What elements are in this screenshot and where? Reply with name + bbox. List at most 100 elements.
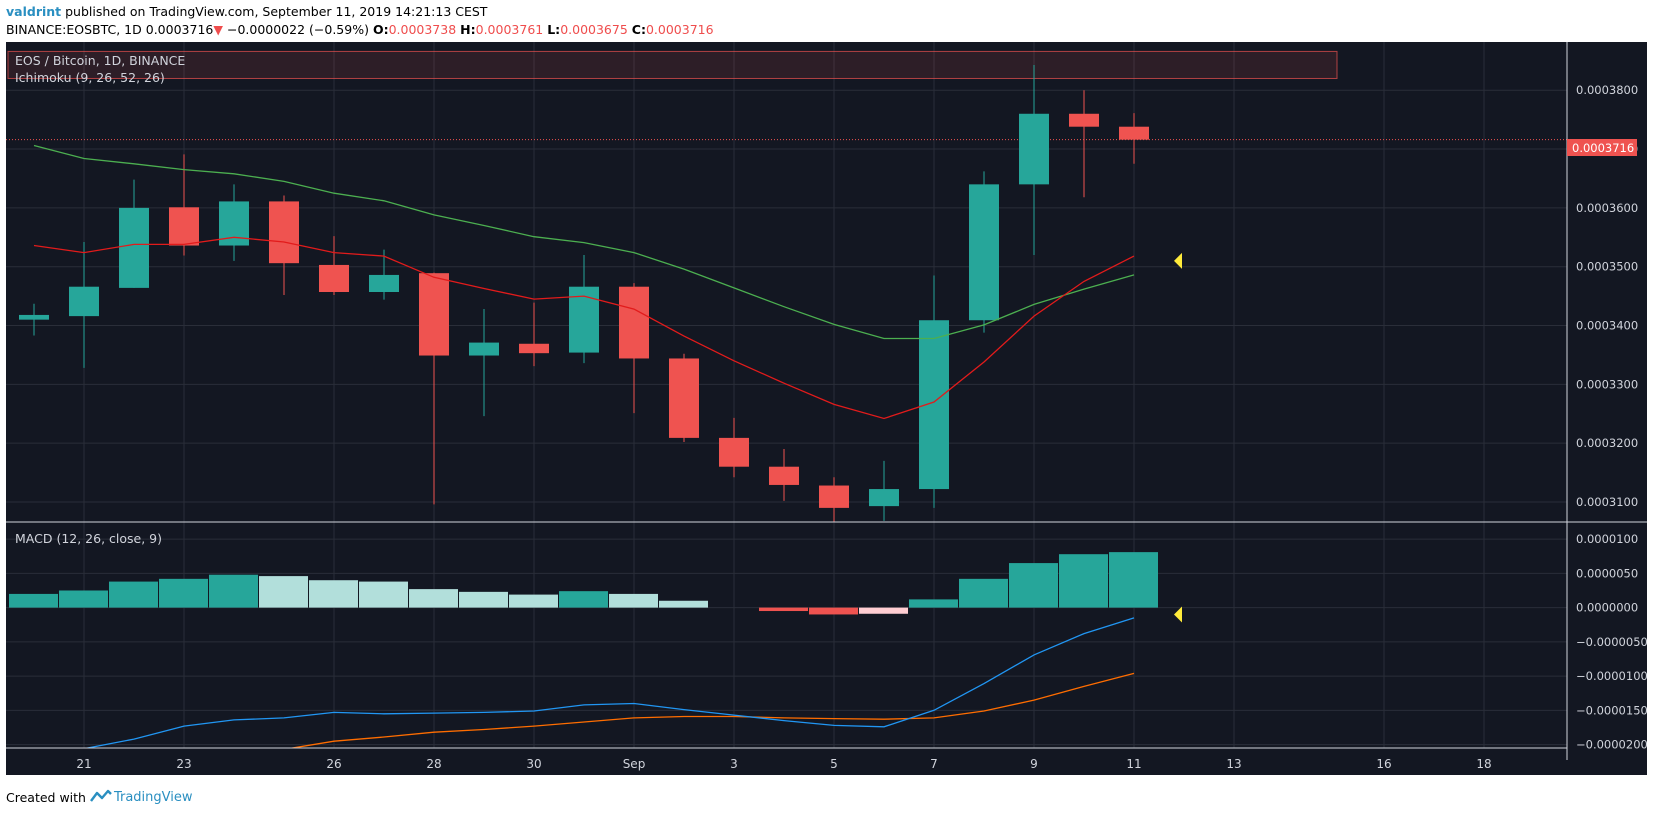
candle-body: [419, 273, 449, 356]
date-tick-label: 21: [76, 757, 91, 771]
macd-histogram-bar: [59, 590, 108, 608]
macd-histogram-bar: [209, 574, 258, 608]
macd-histogram-bar: [259, 576, 308, 608]
candle-body: [269, 201, 299, 264]
macd-tick-label: 0.0000050: [1576, 566, 1638, 580]
footer: Created with TradingView: [6, 787, 193, 807]
price-tick-label: 0.0003600: [1576, 201, 1638, 215]
date-tick-label: 23: [176, 757, 191, 771]
resistance-zone: [7, 50, 1338, 79]
current-price-label: 0.0003716: [1572, 141, 1634, 155]
candle-body: [869, 489, 899, 507]
tenkan-sen-line: [33, 236, 1135, 420]
author-link[interactable]: valdrint: [6, 4, 62, 19]
macd-histogram-bar: [509, 594, 558, 608]
date-tick-label: 30: [526, 757, 541, 771]
price-pane[interactable]: [6, 64, 1567, 522]
macd-histogram-bar: [309, 580, 358, 608]
candle-body: [1019, 113, 1049, 185]
candle-body: [519, 343, 549, 354]
price-tick-label: 0.0003100: [1576, 495, 1638, 509]
current-price-tag: 0.0003716: [1567, 139, 1637, 156]
macd-histogram-bar: [559, 591, 608, 608]
last-price: 0.0003716: [145, 22, 214, 37]
macd-histogram-bar: [359, 581, 408, 608]
date-tick-label: 26: [326, 757, 341, 771]
candle-body: [669, 358, 699, 438]
price-tick-label: 0.0003300: [1576, 377, 1638, 391]
candle-body: [1119, 126, 1149, 140]
date-tick-label: 9: [1030, 757, 1038, 771]
macd-histogram-bar: [1009, 563, 1058, 608]
macd-histogram-bar: [759, 607, 808, 612]
open-value: 0.0003738: [388, 22, 457, 37]
macd-signal-line: [288, 672, 1135, 748]
date-tick-label: Sep: [623, 757, 646, 771]
date-tick-label: 13: [1226, 757, 1241, 771]
macd-histogram-bar: [1059, 554, 1108, 608]
candle-body: [319, 264, 349, 292]
macd-tick-label: 0.0000100: [1576, 532, 1638, 546]
macd-histogram-bar: [809, 607, 858, 615]
macd-histogram-bar: [659, 600, 708, 608]
close-value: 0.0003716: [645, 22, 714, 37]
time-axis[interactable]: 21 23 26 28 30 Sep 3 5 7 9 11 13 16 18: [76, 757, 1491, 771]
candle-body: [969, 184, 999, 321]
candle-body: [169, 207, 199, 246]
ichimoku-indicator-label[interactable]: Ichimoku (9, 26, 52, 26): [15, 70, 165, 85]
candle-body: [919, 320, 949, 490]
price-change: −0.0000022 (−0.59%): [226, 22, 369, 37]
published-text: published on TradingView.com, September …: [65, 4, 488, 19]
main-chart-title: EOS / Bitcoin, 1D, BINANCE: [15, 53, 185, 68]
macd-histogram-bar: [1109, 552, 1158, 608]
price-tick-label: 0.0003500: [1576, 260, 1638, 274]
candle-body: [619, 286, 649, 359]
tradingview-logo-icon: [90, 789, 112, 806]
macd-marker-icon: [1174, 606, 1182, 623]
candle-body: [1069, 113, 1099, 127]
grid-layer: [6, 42, 1567, 748]
candle-body: [119, 207, 149, 288]
low-value: 0.0003675: [560, 22, 628, 37]
price-axis[interactable]: 0.0003100 0.0003200 0.0003300 0.0003400 0.00…: [1576, 83, 1648, 751]
macd-histogram-bar: [859, 607, 908, 614]
publish-header: valdrint published on TradingView.com, S…: [6, 4, 487, 22]
date-tick-label: 18: [1476, 757, 1491, 771]
kijun-sen-line: [33, 144, 1135, 340]
macd-tick-label: 0.0000000: [1576, 601, 1638, 615]
down-arrow-icon: ▼: [213, 22, 223, 37]
date-tick-label: 16: [1376, 757, 1391, 771]
chart-background: [6, 42, 1647, 775]
macd-tick-label: −0.0000050: [1576, 635, 1648, 649]
date-tick-label: 28: [426, 757, 441, 771]
date-tick-label: 3: [730, 757, 738, 771]
candle-body: [69, 286, 99, 317]
symbol-header: BINANCE:EOSBTC, 1D 0.0003716▼ −0.0000022…: [6, 22, 714, 40]
high-label: H:: [460, 22, 476, 37]
macd-histogram-bar: [909, 599, 958, 608]
macd-tick-label: −0.0000100: [1576, 669, 1648, 683]
date-tick-label: 7: [930, 757, 938, 771]
macd-tick-label: −0.0000200: [1576, 738, 1648, 752]
macd-lines: [84, 617, 1135, 748]
macd-histogram-bar: [159, 578, 208, 608]
macd-histogram-bar: [9, 593, 58, 608]
date-tick-label: 5: [830, 757, 838, 771]
candle-body: [469, 342, 499, 356]
candle-body: [819, 485, 849, 508]
price-marker-icon: [1174, 252, 1182, 269]
macd-histogram-bar: [459, 591, 508, 608]
macd-histogram-bar: [609, 593, 658, 608]
tradingview-brand-link[interactable]: TradingView: [113, 789, 193, 805]
candle-body: [369, 274, 399, 292]
date-tick-label: 11: [1126, 757, 1141, 771]
macd-histogram-bar: [959, 578, 1008, 608]
macd-pane[interactable]: [9, 552, 1182, 787]
price-tick-label: 0.0003800: [1576, 83, 1638, 97]
low-label: L:: [547, 22, 561, 37]
macd-line: [84, 617, 1135, 748]
price-tick-label: 0.0003400: [1576, 319, 1638, 333]
macd-indicator-label[interactable]: MACD (12, 26, close, 9): [15, 531, 162, 546]
macd-histogram-bar: [109, 581, 158, 608]
